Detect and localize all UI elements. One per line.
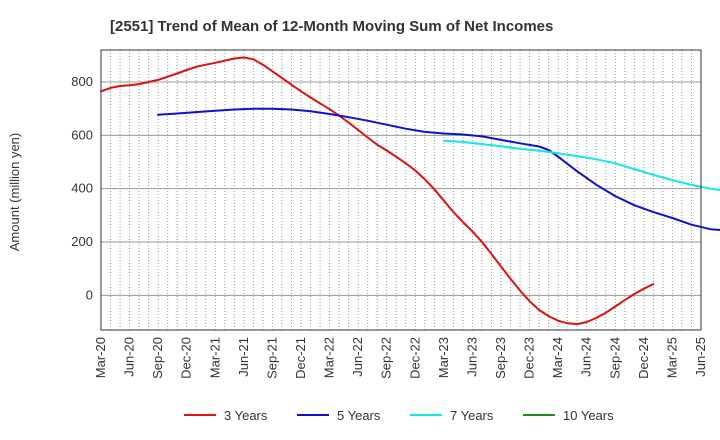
series-line-7-years bbox=[442, 139, 720, 192]
chart-title: [2551] Trend of Mean of 12-Month Moving … bbox=[110, 18, 553, 35]
x-tick-label: Jun-24 bbox=[579, 337, 594, 377]
legend-label-7-years: 7 Years bbox=[450, 408, 494, 423]
series-layer bbox=[100, 56, 720, 326]
x-tick-label: Dec-20 bbox=[179, 337, 194, 379]
y-tick-label: 800 bbox=[71, 74, 93, 89]
x-tick-label: Jun-25 bbox=[693, 337, 708, 377]
x-tick-label: Sep-24 bbox=[607, 337, 622, 379]
y-axis-label: Amount (million yen) bbox=[7, 133, 22, 252]
x-tick-label: Mar-23 bbox=[436, 337, 451, 378]
x-tick-label: Sep-20 bbox=[150, 337, 165, 379]
x-tick-label: Jun-22 bbox=[350, 337, 365, 377]
x-tick-label: Mar-25 bbox=[664, 337, 679, 378]
x-tick-label: Jun-23 bbox=[464, 337, 479, 377]
x-tick-label: Dec-22 bbox=[407, 337, 422, 379]
x-tick-label: Mar-24 bbox=[550, 337, 565, 378]
axes: 0 200 400 600 800 Mar-20 Jun-20 Sep-20 Dec-20 Mar… bbox=[71, 49, 708, 379]
series-line-5-years bbox=[157, 107, 720, 231]
x-tick-label: Sep-23 bbox=[493, 337, 508, 379]
x-tick-label: Jun-20 bbox=[122, 337, 137, 377]
y-tick-label: 200 bbox=[71, 234, 93, 249]
x-tick-label: Mar-20 bbox=[93, 337, 108, 378]
x-tick-label: Mar-22 bbox=[322, 337, 337, 378]
series-line-3-years bbox=[100, 56, 655, 326]
legend-label-3-years: 3 Years bbox=[224, 408, 268, 423]
plot-frame bbox=[100, 49, 702, 331]
y-tick-label: 400 bbox=[71, 181, 93, 196]
x-tick-label: Sep-22 bbox=[379, 337, 394, 379]
x-tick-label: Sep-21 bbox=[264, 337, 279, 379]
x-tick-label: Dec-23 bbox=[522, 337, 537, 379]
x-tick-label: Dec-24 bbox=[636, 337, 651, 379]
y-tick-label: 600 bbox=[71, 127, 93, 142]
x-tick-label: Jun-21 bbox=[236, 337, 251, 377]
grid bbox=[101, 50, 701, 330]
legend-label-5-years: 5 Years bbox=[337, 408, 381, 423]
legend-label-10-years: 10 Years bbox=[563, 408, 614, 423]
y-tick-label: 0 bbox=[86, 287, 93, 302]
x-tick-label: Mar-21 bbox=[207, 337, 222, 378]
x-tick-label: Dec-21 bbox=[293, 337, 308, 379]
legend: 3 Years 5 Years 7 Years 10 Years bbox=[184, 408, 614, 423]
